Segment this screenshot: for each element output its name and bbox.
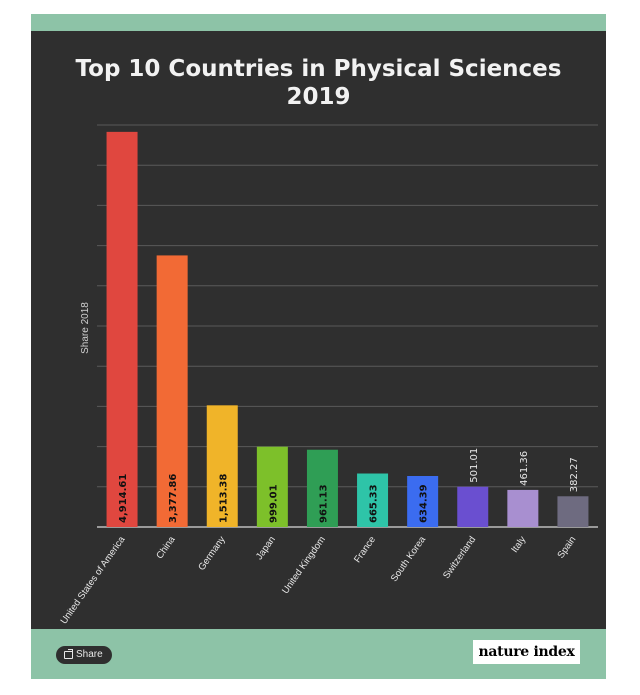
bar [557,496,589,527]
data-label: 665.33 [369,484,380,523]
bar [357,473,389,527]
data-label: 501.01 [469,448,480,483]
x-tick-label: South Korea [389,534,429,584]
y-axis-label: Share 2018 [80,302,91,354]
data-label: 4,914.61 [118,474,129,523]
data-label: 634.39 [419,484,430,523]
data-label: 1,513.38 [218,474,229,523]
data-label: 382.27 [569,457,580,492]
bar-chart: 4,914.61 3,377.86 1,513.38 999.01 961.13 665.… [59,124,598,627]
x-tick-label: Japan [254,534,278,562]
x-tick-label: France [352,534,378,565]
x-tick-label: United Kingdom [280,534,328,596]
x-tick-label: Spain [555,534,578,560]
x-tick-label: China [154,534,178,561]
bar [507,489,539,527]
share-icon [64,649,73,659]
bar [156,255,188,528]
bar [106,131,138,527]
bar [306,449,338,527]
x-tick-label: Italy [509,534,528,555]
chart-title-line-1: Top 10 Countries in Physical Sciences [75,56,562,82]
chart-frame: Top 10 Countries in Physical Sciences 20… [31,14,606,679]
bar [206,405,238,527]
x-tick-label: Switzerland [441,534,478,581]
bar [256,446,288,527]
chart-title-line-2: 2019 [286,84,351,110]
x-tick-label: United States of America [59,534,128,627]
data-label: 999.01 [268,484,279,523]
data-label: 3,377.86 [168,474,179,523]
chart-panel: Top 10 Countries in Physical Sciences 20… [31,31,606,629]
bar [407,475,439,527]
share-button[interactable]: Share [56,646,112,664]
nature-index-logo: nature index [473,640,580,664]
data-label: 461.36 [519,451,530,486]
x-tick-label: Germany [196,534,228,573]
data-label: 961.13 [318,484,329,523]
share-button-label: Share [76,649,103,660]
chart-title: Top 10 Countries in Physical Sciences 20… [31,55,606,111]
bar [457,486,489,527]
